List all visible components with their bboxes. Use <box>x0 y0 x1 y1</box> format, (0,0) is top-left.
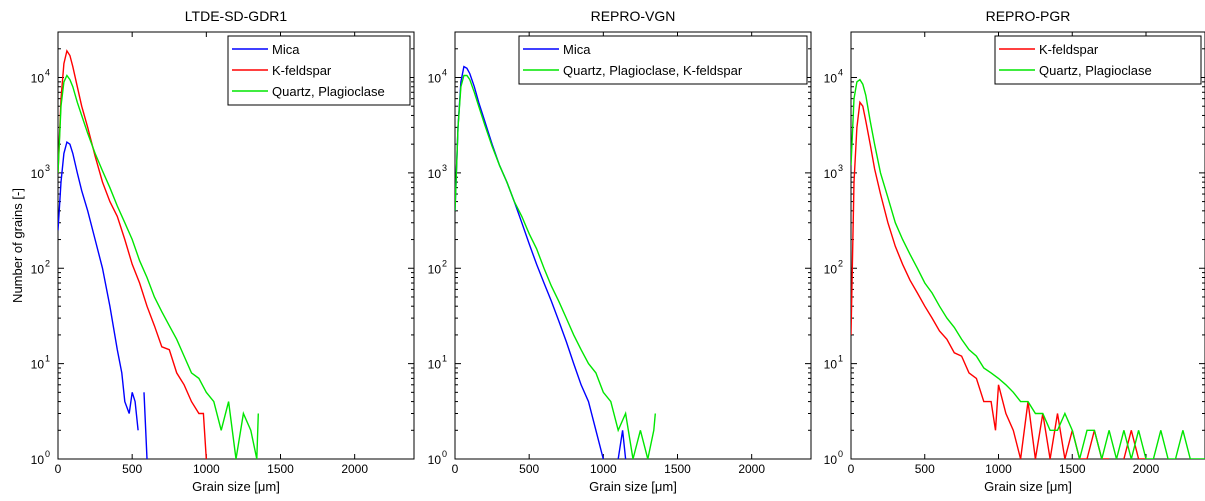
chart-title: LTDE-SD-GDR1 <box>185 8 288 24</box>
legend-box <box>994 35 1202 85</box>
legend-box <box>518 35 808 85</box>
legend-label: Quartz, Plagioclase <box>272 84 385 99</box>
series-line-k-feldspar <box>58 49 207 459</box>
y-tick-exponent: 4 <box>838 68 843 78</box>
y-tick-exponent: 4 <box>45 68 50 78</box>
series-line-quartz-plagioclase <box>851 78 1205 459</box>
y-tick-label: 10 <box>31 72 45 86</box>
x-tick-label: 500 <box>122 462 142 476</box>
legend-label: Mica <box>563 42 591 57</box>
x-tick-label: 500 <box>519 462 539 476</box>
x-tick-label: 1500 <box>1059 462 1086 476</box>
y-tick-label: 10 <box>428 358 442 372</box>
y-tick-exponent: 3 <box>838 163 843 173</box>
series-line-quartz-plagioclase <box>58 74 259 459</box>
x-axis-label: Grain size [μm] <box>192 479 280 494</box>
x-tick-label: 0 <box>55 462 62 476</box>
y-tick-label: 10 <box>824 358 838 372</box>
x-tick-label: 2000 <box>1133 462 1160 476</box>
legend-label: K-feldspar <box>1039 42 1099 57</box>
y-tick-label: 10 <box>824 167 838 181</box>
y-tick-label: 10 <box>31 167 45 181</box>
y-tick-label: 10 <box>31 453 45 467</box>
y-tick-label: 10 <box>428 262 442 276</box>
series-line-mica <box>58 140 148 459</box>
legend-label: K-feldspar <box>272 63 332 78</box>
y-tick-label: 10 <box>824 262 838 276</box>
legend-label: Mica <box>272 42 300 57</box>
x-tick-label: 1500 <box>267 462 294 476</box>
x-tick-label: 2000 <box>738 462 765 476</box>
chart-title: REPRO-VGN <box>591 8 676 24</box>
x-tick-label: 1000 <box>590 462 617 476</box>
y-tick-label: 10 <box>428 72 442 86</box>
y-tick-exponent: 2 <box>838 258 843 268</box>
x-tick-label: 1000 <box>193 462 220 476</box>
y-tick-label: 10 <box>428 453 442 467</box>
y-tick-exponent: 0 <box>45 449 50 459</box>
legend-label: Quartz, Plagioclase, K-feldspar <box>563 63 743 78</box>
y-tick-label: 10 <box>428 167 442 181</box>
y-tick-exponent: 4 <box>442 68 447 78</box>
chart-title: REPRO-PGR <box>986 8 1071 24</box>
y-tick-exponent: 1 <box>442 354 447 364</box>
y-tick-exponent: 2 <box>442 258 447 268</box>
plot-area <box>850 31 1205 460</box>
legend-label: Quartz, Plagioclase <box>1039 63 1152 78</box>
y-tick-label: 10 <box>31 358 45 372</box>
x-tick-label: 2000 <box>341 462 368 476</box>
y-tick-exponent: 1 <box>838 354 843 364</box>
y-tick-exponent: 3 <box>442 163 447 173</box>
legend: K-feldspar Quartz, Plagioclase <box>994 35 1202 85</box>
plot-area <box>454 31 812 460</box>
y-tick-label: 10 <box>31 262 45 276</box>
x-tick-label: 0 <box>452 462 459 476</box>
legend: Mica Quartz, Plagioclase, K-feldspar <box>518 35 808 85</box>
y-tick-exponent: 0 <box>442 449 447 459</box>
y-tick-label: 10 <box>824 453 838 467</box>
y-tick-exponent: 0 <box>838 449 843 459</box>
x-tick-label: 1000 <box>985 462 1012 476</box>
legend: Mica K-feldspar Quartz, Plagioclase <box>227 35 411 106</box>
series-line-quartz-plagioclase-k-feldspar <box>455 74 656 459</box>
y-tick-exponent: 3 <box>45 163 50 173</box>
x-tick-label: 0 <box>848 462 855 476</box>
x-axis-label: Grain size [μm] <box>984 479 1072 494</box>
y-tick-exponent: 1 <box>45 354 50 364</box>
x-axis-label: Grain size [μm] <box>589 479 677 494</box>
y-tick-label: 10 <box>824 72 838 86</box>
x-tick-label: 1500 <box>664 462 691 476</box>
y-axis-label: Number of grains [-] <box>10 188 25 303</box>
y-tick-exponent: 2 <box>45 258 50 268</box>
x-tick-label: 500 <box>915 462 935 476</box>
